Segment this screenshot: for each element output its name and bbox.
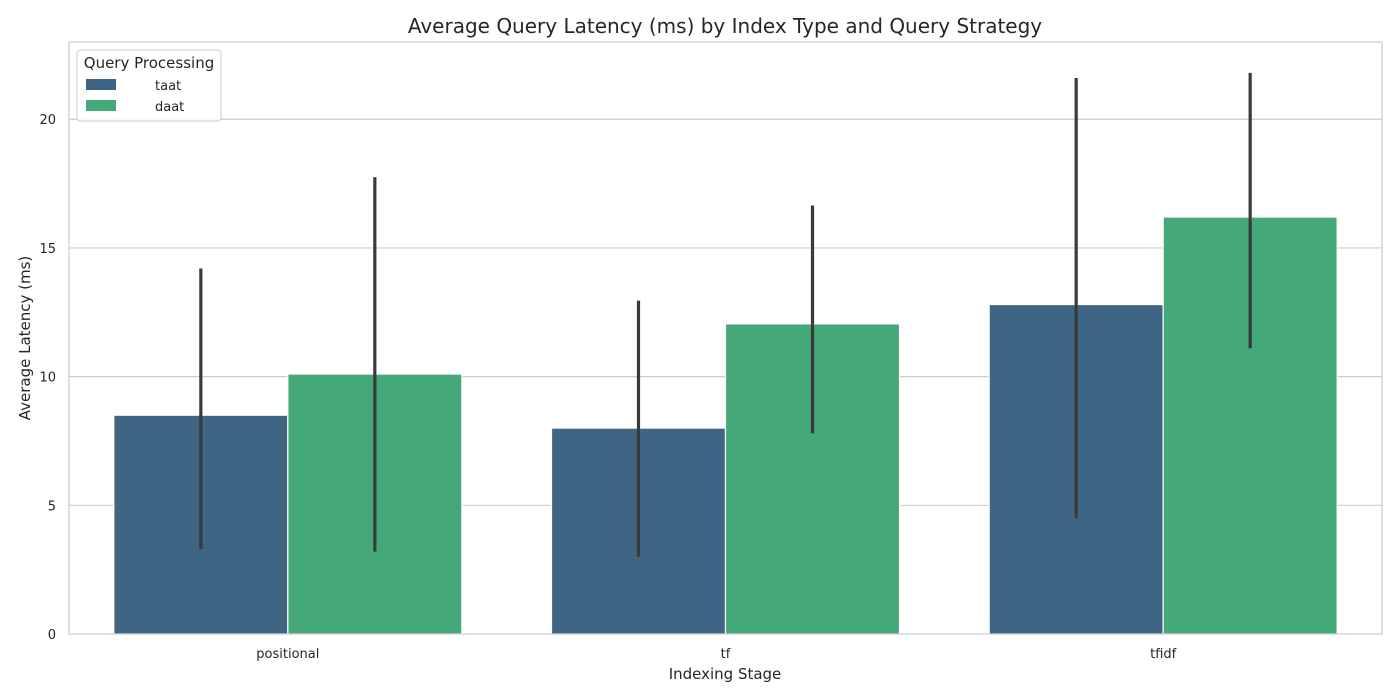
y-tick-label: 10 [39,371,56,386]
legend-label-taat: taat [155,79,181,94]
legend-label-daat: daat [155,100,184,115]
legend-swatch-daat [86,100,116,111]
legend-swatch-taat [86,79,116,90]
y-tick-label: 20 [39,113,56,128]
y-axis-label: Average Latency (ms) [16,256,34,421]
chart-title: Average Query Latency (ms) by Index Type… [408,14,1042,38]
x-tick-label: tf [721,647,731,662]
legend-title: Query Processing [84,54,214,72]
x-axis-ticks: positional tf tfidf [256,647,1176,662]
legend-items: taat daat [86,79,184,115]
plot-frame [68,41,1383,635]
y-axis-ticks: 0 5 10 15 20 [39,113,56,643]
x-axis-label: Indexing Stage [669,665,782,683]
y-tick-label: 15 [39,242,56,257]
x-tick-label: positional [256,647,319,662]
x-tick-label: tfidf [1150,647,1177,662]
y-tick-label: 5 [48,499,56,514]
y-tick-label: 0 [48,628,56,643]
error-bars [199,72,1252,557]
legend: Query Processing taat daat [76,49,222,122]
